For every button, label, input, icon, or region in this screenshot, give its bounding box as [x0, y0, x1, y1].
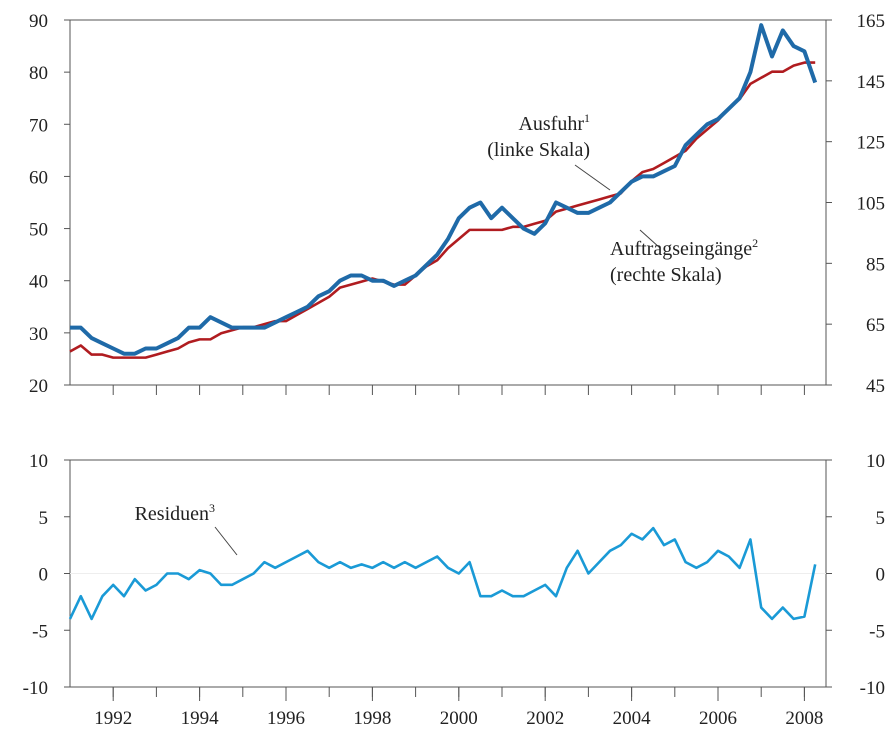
series-label: Ausfuhr1	[518, 111, 590, 135]
y2-tick-label: 0	[876, 565, 886, 586]
x-tick-label: 1996	[267, 708, 305, 729]
leader-line	[639, 229, 661, 249]
y2-tick-label: 105	[857, 194, 886, 215]
y2-tick-label: 5	[876, 508, 886, 529]
x-tick-label: 1992	[94, 708, 132, 729]
scale-note: (linke Skala)	[487, 139, 590, 161]
leader-line	[574, 164, 611, 191]
y2-tick-label: 85	[866, 254, 885, 275]
x-tick-label: 1994	[181, 708, 220, 729]
y-tick-label: -10	[23, 678, 48, 699]
y-tick-label: 10	[29, 451, 48, 472]
series-line	[68, 526, 817, 621]
y-tick-label: 50	[29, 220, 48, 241]
x-tick-label: 2002	[526, 708, 564, 729]
leader-line	[214, 526, 238, 556]
y-tick-label: 0	[39, 565, 49, 586]
footnote-mark: 3	[209, 501, 215, 515]
series-name: Ausfuhr	[518, 113, 584, 135]
scale-note: (rechte Skala)	[610, 264, 722, 286]
x-tick-label: 2004	[613, 708, 652, 729]
y2-tick-label: 125	[857, 133, 886, 154]
x-tick-label: 2008	[785, 708, 823, 729]
y2-tick-label: 10	[866, 451, 885, 472]
footnote-mark: 1	[584, 111, 590, 125]
y2-tick-label: 145	[857, 72, 886, 93]
x-tick-label: 2006	[699, 708, 737, 729]
y-tick-label: 5	[39, 508, 49, 529]
series-line	[69, 61, 816, 359]
y2-tick-label: -5	[869, 621, 885, 642]
y2-tick-label: -10	[860, 678, 885, 699]
series-name: Residuen	[135, 503, 209, 525]
y-tick-label: -5	[32, 621, 48, 642]
y-tick-label: 30	[29, 324, 48, 345]
series-label: Residuen3	[135, 501, 215, 525]
y2-tick-label: 165	[857, 11, 886, 32]
y2-tick-label: 45	[866, 376, 885, 397]
x-tick-label: 2000	[440, 708, 478, 729]
y-tick-label: 80	[29, 63, 48, 84]
series-label: Auftragseingänge2	[610, 236, 758, 260]
footnote-mark: 2	[752, 236, 758, 250]
y-tick-label: 40	[29, 272, 48, 293]
x-tick-label: 1998	[353, 708, 391, 729]
series-line	[70, 23, 818, 356]
series-name: Auftragseingänge	[610, 238, 752, 260]
y-tick-label: 90	[29, 11, 48, 32]
y-tick-label: 60	[29, 167, 48, 188]
y-tick-label: 70	[29, 115, 48, 136]
y-tick-label: 20	[29, 376, 48, 397]
y2-tick-label: 65	[866, 315, 885, 336]
